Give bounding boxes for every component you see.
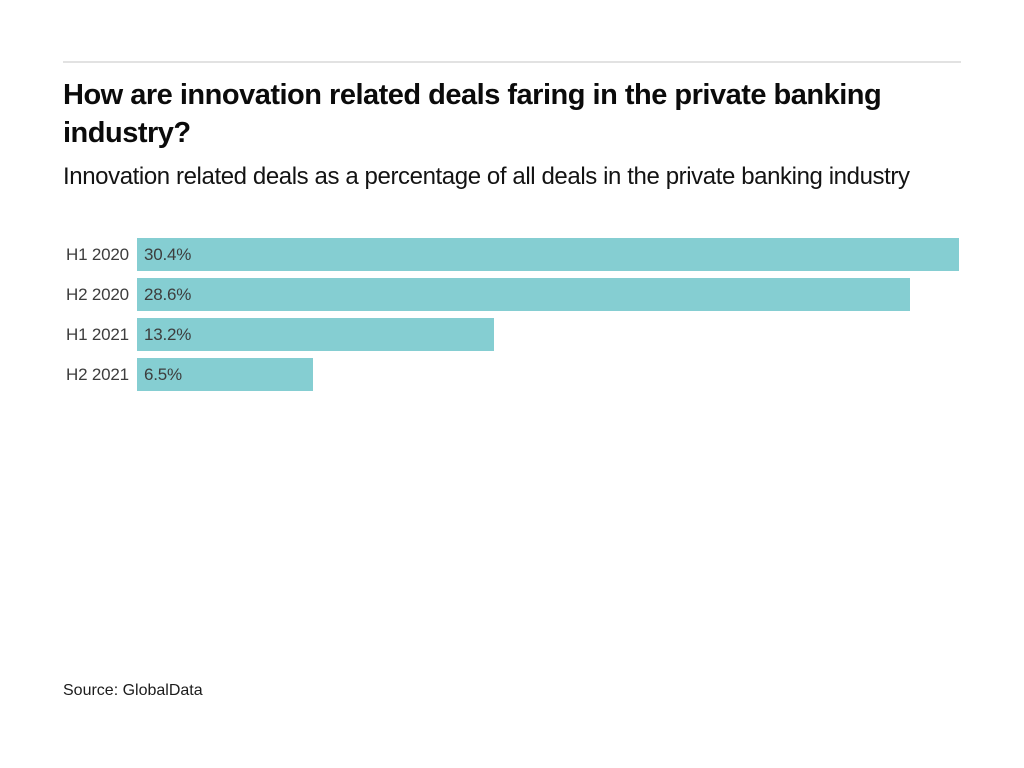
- chart-subtitle: Innovation related deals as a percentage…: [63, 163, 910, 190]
- bar-row: H1 2021 13.2%: [63, 318, 961, 351]
- category-label: H2 2021: [66, 364, 129, 384]
- bar-row: H2 2021 6.5%: [63, 358, 961, 391]
- page-title: How are innovation related deals faring …: [63, 79, 882, 149]
- bar-row: H1 2020 30.4%: [63, 238, 961, 271]
- top-divider: [63, 61, 961, 63]
- value-label: 30.4%: [144, 244, 192, 264]
- category-label: H2 2020: [66, 284, 129, 304]
- bar: 6.5%: [137, 358, 313, 391]
- source-note: Source: GlobalData: [63, 682, 203, 699]
- bar: 13.2%: [137, 318, 494, 351]
- value-label: 13.2%: [144, 324, 192, 344]
- bar-row: H2 2020 28.6%: [63, 278, 961, 311]
- value-label: 6.5%: [144, 364, 182, 384]
- value-label: 28.6%: [144, 284, 192, 304]
- bar-chart: H1 2020 30.4% H2 2020 28.6% H1 2021 13.2% H2 2…: [63, 238, 961, 398]
- category-label: H1 2020: [66, 244, 129, 264]
- category-label: H1 2021: [66, 324, 129, 344]
- bar: 30.4%: [137, 238, 959, 271]
- bar: 28.6%: [137, 278, 910, 311]
